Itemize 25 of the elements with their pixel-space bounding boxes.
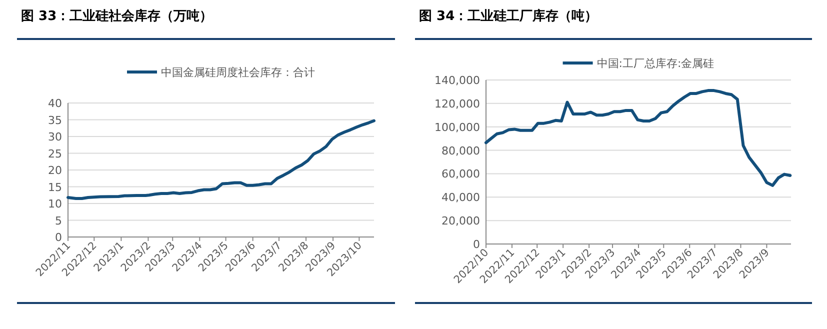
legend-label: 中国金属硅周度社会库存：合计: [161, 66, 315, 79]
y-tick-label: 5: [55, 214, 62, 228]
legend: 中国:工厂总库存:金属硅: [562, 57, 714, 70]
legend: 中国金属硅周度社会库存：合计: [127, 66, 315, 79]
y-tick-label: 30: [48, 130, 62, 144]
y-tick-label: 100,000: [434, 120, 480, 134]
y-tick-label: 0: [55, 231, 62, 244]
y-tick-label: 60,000: [442, 168, 480, 181]
y-tick-label: 40,000: [442, 191, 480, 204]
y-tick-label: 40: [48, 97, 62, 110]
y-tick-label: 25: [48, 147, 62, 160]
y-tick-label: 20,000: [442, 214, 480, 228]
line-series: [484, 89, 792, 187]
y-tick-label: 35: [48, 114, 62, 127]
line-series: [66, 119, 376, 200]
chart-title: 图 33：工业硅社会库存（万吨）: [21, 8, 213, 24]
y-tick-label: 10: [48, 198, 62, 210]
legend-label: 中国:工厂总库存:金属硅: [596, 57, 714, 70]
y-tick-label: 80,000: [442, 144, 480, 158]
y-tick-label: 120,000: [434, 97, 480, 110]
y-tick-label: 15: [48, 180, 62, 194]
chart-title: 图 34：工业硅工厂库存（吨）: [419, 8, 598, 24]
y-tick-label: 20: [48, 164, 62, 177]
y-tick-label: 140,000: [434, 74, 480, 87]
y-tick-label: 0: [473, 238, 480, 251]
